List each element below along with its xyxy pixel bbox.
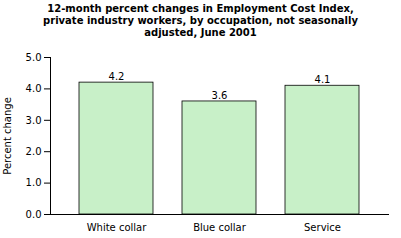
svg-text:1.0: 1.0 <box>26 177 42 188</box>
svg-text:5.0: 5.0 <box>26 52 42 63</box>
svg-text:4.1: 4.1 <box>315 74 331 85</box>
svg-text:4.0: 4.0 <box>26 83 42 94</box>
svg-text:White collar: White collar <box>87 222 148 233</box>
svg-text:3.0: 3.0 <box>26 115 42 126</box>
svg-text:Service: Service <box>304 222 341 233</box>
svg-text:Blue collar: Blue collar <box>193 222 247 233</box>
svg-text:3.6: 3.6 <box>212 90 228 101</box>
svg-text:Percent change: Percent change <box>2 97 13 175</box>
html-text:12-month percent changes in Em: 12-month percent changes in Employment C… <box>43 3 358 38</box>
svg-text:2.0: 2.0 <box>26 146 42 157</box>
svg-text:0.0: 0.0 <box>26 209 42 220</box>
svg-text:4.2: 4.2 <box>109 71 125 82</box>
